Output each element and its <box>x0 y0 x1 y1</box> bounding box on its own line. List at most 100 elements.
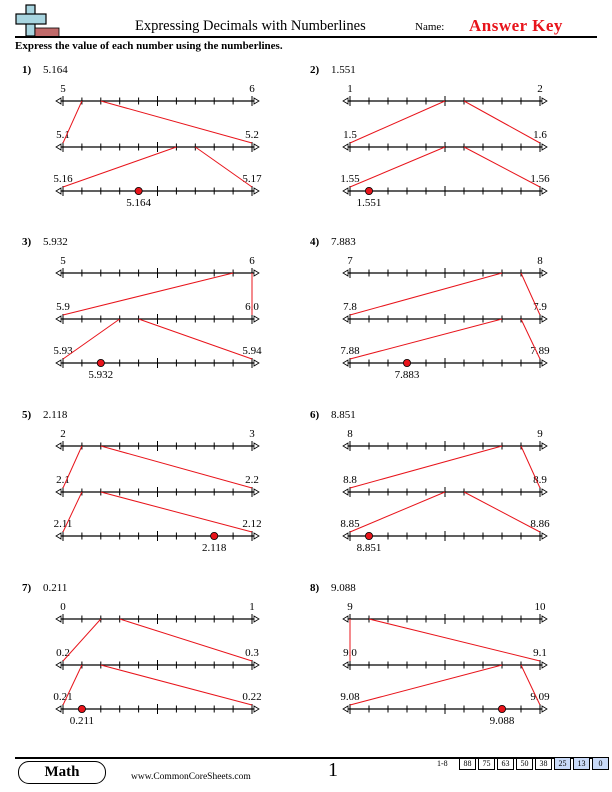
answer-point <box>402 358 411 367</box>
zoom-connector-right <box>119 618 253 662</box>
answer-point <box>96 358 105 367</box>
arrow-left-icon <box>342 705 349 713</box>
answer-point <box>364 186 373 195</box>
numberline-start-label: 5.9 <box>56 301 70 313</box>
numberline-start-label: 2.11 <box>54 518 73 530</box>
numberline-bot <box>55 704 260 714</box>
numberline-top <box>55 441 260 451</box>
arrow-left-icon <box>342 488 349 496</box>
arrow-left-icon <box>55 532 62 540</box>
arrow-right-icon <box>541 532 548 540</box>
numberline-start-label: 5.16 <box>53 173 73 185</box>
zoom-connector-left <box>349 318 503 360</box>
numberline-bot <box>55 531 260 541</box>
numberline-bot <box>342 358 548 368</box>
score-box: 13 <box>573 757 590 770</box>
zoom-connector-left <box>349 664 503 706</box>
zoom-connector-right <box>520 272 541 316</box>
numberline-start-label: 7 <box>347 255 353 267</box>
zoom-connector-right <box>463 100 541 144</box>
arrow-right-icon <box>253 705 260 713</box>
numberline-end-label: 8 <box>537 255 543 267</box>
arrow-right-icon <box>253 532 260 540</box>
numberline-end-label: 2.12 <box>242 518 261 530</box>
numberline-start-label: 9.08 <box>340 691 360 703</box>
zoom-connector-right <box>100 445 253 489</box>
numberline-start-label: 0 <box>60 601 66 613</box>
numberline-top <box>55 268 260 278</box>
problem-5: 5) 2.118 2 3 2.1 2.2 2.11 2.12 2.118 <box>22 409 262 554</box>
numberline-end-label: 9 <box>537 428 543 440</box>
numberline-start-label: 1.55 <box>340 173 360 185</box>
arrow-right-icon <box>541 359 548 367</box>
zoom-connector-left <box>62 146 177 188</box>
numberline-start-label: 1 <box>347 83 353 95</box>
score-box: 38 <box>535 757 552 770</box>
numberline-start-label: 7.88 <box>340 345 360 357</box>
arrow-right-icon <box>253 615 260 623</box>
numberline-top <box>55 614 260 624</box>
numberline-start-label: 1.5 <box>343 129 357 141</box>
arrow-left-icon <box>55 442 62 450</box>
numberline-start-label: 8 <box>347 428 353 440</box>
zoom-connector-left <box>349 491 446 533</box>
score-box: 75 <box>478 757 495 770</box>
score-range: 1-8 <box>437 759 448 768</box>
arrow-right-icon <box>541 705 548 713</box>
numberline-start-label: 2 <box>60 428 66 440</box>
problem-number: 3) <box>22 236 32 248</box>
numberline-end-label: 1 <box>249 601 255 613</box>
numberline-start-label: 5.93 <box>53 345 73 357</box>
numberline-start-label: 8.8 <box>343 474 357 486</box>
zoom-connector-left <box>349 445 503 489</box>
numberline-end-label: 0.22 <box>242 691 261 703</box>
problem-2: 2) 1.551 1 2 1.5 1.6 1.55 1.56 1.551 <box>310 64 550 209</box>
arrow-left-icon <box>342 143 349 151</box>
numberline-end-label: 1.6 <box>533 129 547 141</box>
website-link[interactable]: www.CommonCoreSheets.com <box>131 772 251 782</box>
zoom-connector-right <box>100 491 253 533</box>
score-box: 88 <box>459 757 476 770</box>
problem-1: 1) 5.164 5 6 5.1 5.2 5.16 5.17 5.164 <box>22 64 262 209</box>
zoom-connector-right <box>195 146 253 188</box>
subject-badge: Math <box>18 761 106 784</box>
numberline-start-label: 5 <box>60 255 66 267</box>
numberline-mid <box>342 660 548 670</box>
problem-number: 8) <box>310 582 320 594</box>
zoom-connector-right <box>100 664 253 706</box>
zoom-connector-right <box>520 664 541 706</box>
numberline-mid <box>342 314 548 324</box>
numberline-end-label: 8.9 <box>533 474 547 486</box>
zoom-connector-left <box>62 664 83 706</box>
header-divider <box>15 36 597 38</box>
arrow-right-icon <box>253 442 260 450</box>
arrow-left-icon <box>342 532 349 540</box>
numberline-end-label: 3 <box>249 428 255 440</box>
name-label: Name: <box>415 21 445 33</box>
numberline-bot <box>55 358 260 368</box>
page-number: 1 <box>328 759 338 781</box>
problem-7: 7) 0.211 0 1 0.2 0.3 0.21 0.22 0.211 <box>22 582 262 727</box>
arrow-right-icon <box>253 269 260 277</box>
numberline-start-label: 8.85 <box>340 518 360 530</box>
answer-point <box>210 532 219 541</box>
numberline-start-label: 9 <box>347 601 353 613</box>
arrow-left-icon <box>342 359 349 367</box>
numberline-start-label: 2.1 <box>56 474 70 486</box>
answer-label: 8.851 <box>357 542 382 554</box>
arrow-left-icon <box>342 269 349 277</box>
arrow-left-icon <box>55 615 62 623</box>
arrow-left-icon <box>55 705 62 713</box>
arrow-right-icon <box>253 359 260 367</box>
numberline-end-label: 2.2 <box>245 474 259 486</box>
answer-label: 1.551 <box>357 197 382 209</box>
page-title: Expressing Decimals with Numberlines <box>135 18 366 34</box>
arrow-left-icon <box>55 488 62 496</box>
problem-value: 2.118 <box>43 409 68 421</box>
numberline-end-label: 5.94 <box>242 345 262 357</box>
numberline-top <box>55 96 260 106</box>
arrow-left-icon <box>55 187 62 195</box>
answer-label: 7.883 <box>395 369 420 381</box>
numberline-bot <box>342 531 548 541</box>
